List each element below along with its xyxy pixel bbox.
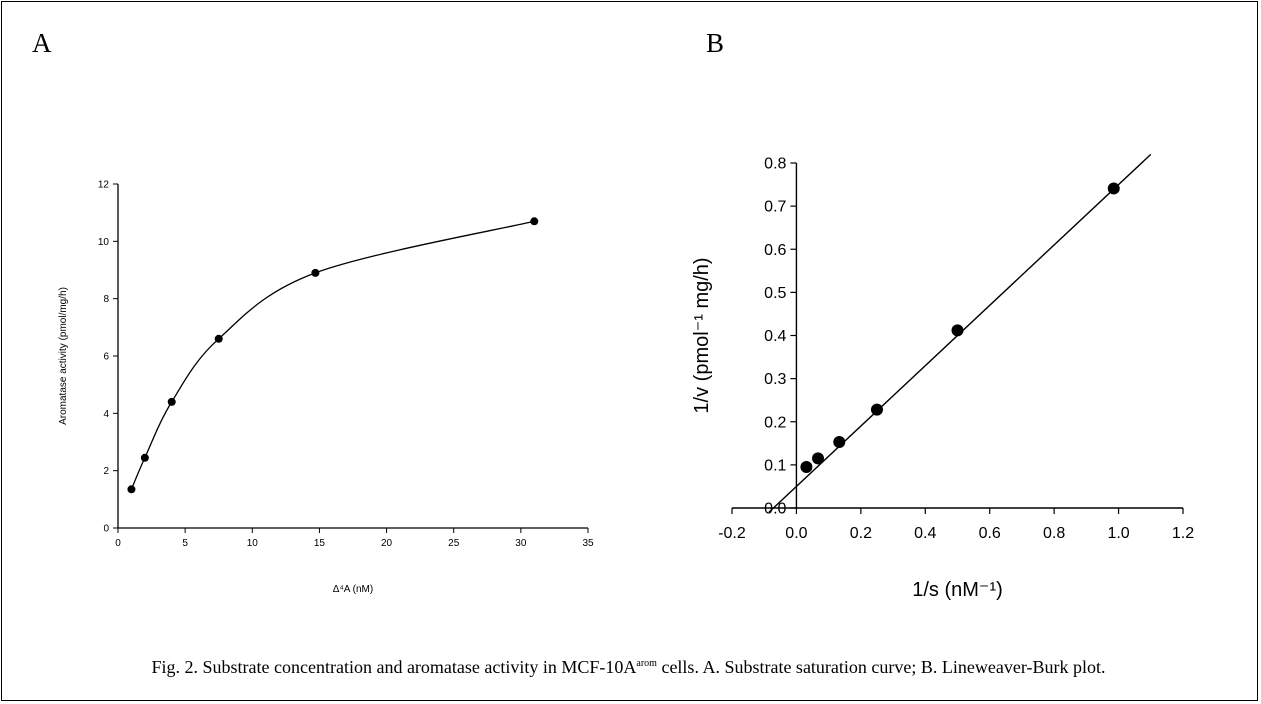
- x-tick-label: 10: [247, 538, 259, 549]
- y-tick-label: 0: [103, 524, 109, 535]
- x-tick-label: -0.2: [718, 525, 746, 542]
- data-point: [127, 485, 136, 494]
- y-tick-label: 0.7: [764, 199, 786, 216]
- data-point: [214, 334, 223, 343]
- x-tick-label: 25: [448, 538, 460, 549]
- y-tick-label: 0.1: [764, 457, 786, 474]
- y-tick-label: 0.5: [764, 285, 786, 302]
- y-axis-label: 1/v (pmol⁻¹ mg/h): [691, 257, 713, 413]
- x-tick-label: 35: [582, 538, 594, 549]
- y-tick-label: 2: [103, 466, 109, 477]
- y-tick-label: 10: [98, 237, 110, 248]
- data-point: [800, 461, 813, 474]
- y-axis-label: Aromatase activity (pmol/mg/h): [58, 287, 69, 425]
- y-tick-label: 0.2: [764, 414, 786, 431]
- data-point: [833, 436, 846, 449]
- x-tick-label: 5: [182, 538, 188, 549]
- x-tick-label: 30: [515, 538, 527, 549]
- x-axis-label: Δ⁴A (nM): [333, 584, 373, 595]
- data-point: [870, 403, 883, 416]
- data-point: [951, 324, 964, 337]
- x-axis-label: 1/s (nM⁻¹): [912, 579, 1003, 601]
- data-point: [1107, 182, 1120, 195]
- caption-text: Fig. 2. Substrate concentration and arom…: [151, 657, 637, 677]
- data-point: [812, 452, 825, 465]
- y-tick-label: 8: [103, 294, 109, 305]
- x-tick-label: 0.6: [979, 525, 1001, 542]
- y-tick-label: 0.8: [764, 156, 786, 173]
- x-tick-label: 0.8: [1043, 525, 1065, 542]
- x-tick-label: 0.4: [914, 525, 936, 542]
- x-tick-label: 1.0: [1107, 525, 1129, 542]
- caption-superscript: arom: [636, 658, 657, 669]
- y-tick-label: 0.0: [764, 501, 786, 518]
- panel-label-b: B: [706, 28, 725, 58]
- x-tick-label: 0.0: [785, 525, 807, 542]
- y-tick-label: 4: [103, 409, 109, 420]
- y-tick-label: 12: [98, 180, 110, 191]
- figure-caption: Fig. 2. Substrate concentration and arom…: [0, 657, 1257, 678]
- data-point: [530, 217, 539, 226]
- caption-text-end: cells. A. Substrate saturation curve; B.…: [656, 657, 1106, 677]
- y-tick-label: 0.6: [764, 242, 786, 259]
- data-point: [311, 268, 320, 277]
- x-tick-label: 1.2: [1172, 525, 1194, 542]
- y-tick-label: 6: [103, 352, 109, 363]
- data-point: [140, 453, 149, 462]
- x-tick-label: 0: [115, 538, 121, 549]
- data-point: [167, 397, 176, 406]
- x-tick-label: 20: [381, 538, 393, 549]
- y-tick-label: 0.3: [764, 371, 786, 388]
- x-tick-label: 0.2: [850, 525, 872, 542]
- panel-label-a: A: [32, 28, 52, 58]
- y-tick-label: 0.4: [764, 328, 786, 345]
- x-tick-label: 15: [314, 538, 326, 549]
